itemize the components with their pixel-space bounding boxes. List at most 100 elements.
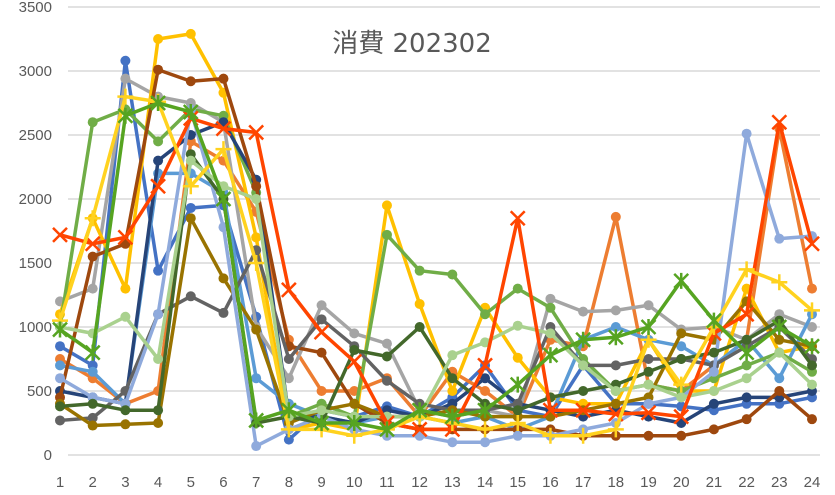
data-point [643,354,654,364]
data-point [55,401,65,412]
data-point [215,191,232,207]
data-point [575,402,592,419]
series-line [59,107,813,448]
data-point [512,430,523,441]
series-s13 [55,155,817,422]
data-point [774,386,785,396]
y-tick-label: 3500 [19,0,52,16]
data-point [542,347,559,364]
data-point [738,261,755,278]
data-point [84,235,101,252]
x-tick-label: 11 [379,474,395,491]
y-tick-label: 1000 [19,319,52,336]
data-point [55,360,65,371]
data-point [640,404,657,421]
data-point [283,373,294,384]
data-point [480,373,491,384]
data-point [804,338,820,355]
data-point [480,437,491,448]
data-point [807,322,817,332]
data-point [117,107,134,124]
data-point [87,420,98,431]
data-point [313,324,330,341]
data-series [52,28,820,452]
data-point [512,405,523,416]
data-point [280,281,297,298]
x-tick-label: 3 [121,474,129,491]
data-point [807,379,817,390]
y-tick-label: 500 [27,383,52,400]
data-point [185,76,196,87]
data-point [182,178,199,195]
x-tick-label: 5 [187,474,195,491]
data-point [153,64,164,75]
data-point [248,124,265,141]
data-point [185,28,196,39]
data-point [117,88,134,105]
data-point [87,117,98,128]
data-point [676,354,687,364]
data-point [673,376,690,393]
series-s11 [55,104,817,452]
data-point [381,229,392,240]
data-point [215,120,232,137]
data-point [248,255,265,271]
data-point [610,360,621,371]
data-point [477,421,494,438]
data-point [150,95,166,111]
chart-title: 消費 202302 [332,29,492,59]
data-point [741,360,752,371]
series-s16 [52,95,820,438]
data-point [774,347,785,358]
data-point [346,415,363,431]
data-point [708,347,719,358]
data-point [87,366,98,377]
data-point [251,232,262,243]
x-tick-label: 12 [411,474,428,491]
data-point [643,379,654,390]
data-point [708,424,719,435]
data-point [807,360,817,371]
data-point [414,322,425,332]
data-point [381,351,392,362]
data-point [55,373,65,384]
x-tick-label: 18 [607,474,624,491]
data-point [512,320,523,331]
x-tick-label: 24 [804,474,821,491]
data-point [578,360,589,371]
x-tick-label: 6 [219,474,227,491]
x-tick-label: 23 [771,474,788,491]
data-point [185,291,196,302]
data-point [316,405,327,416]
y-tick-label: 3000 [19,63,52,80]
data-point [185,213,196,224]
data-point [87,283,98,294]
data-point [120,311,131,322]
data-point [55,415,65,426]
y-tick-label: 2000 [19,191,52,208]
data-point [807,414,817,425]
data-point [52,321,68,338]
data-point [153,309,164,320]
data-point [640,319,657,335]
data-point [444,408,461,425]
data-point [316,314,327,325]
data-point [509,415,526,431]
data-point [120,405,131,416]
data-point [607,421,624,438]
y-tick-label: 0 [44,447,52,464]
data-point [87,251,98,262]
data-point [610,398,621,409]
x-tick-label: 16 [542,474,559,491]
data-point [283,434,294,445]
data-point [676,328,687,339]
x-tick-label: 1 [56,474,64,491]
data-point [643,300,654,311]
data-point [610,211,621,222]
x-tick-label: 17 [575,474,592,491]
data-point [313,415,330,431]
y-axis-ticks: 0 500 1000 1500 2000 2500 3000 3500 [19,0,52,464]
x-tick-label: 7 [252,474,260,491]
data-point [804,302,820,319]
data-point [741,334,752,345]
